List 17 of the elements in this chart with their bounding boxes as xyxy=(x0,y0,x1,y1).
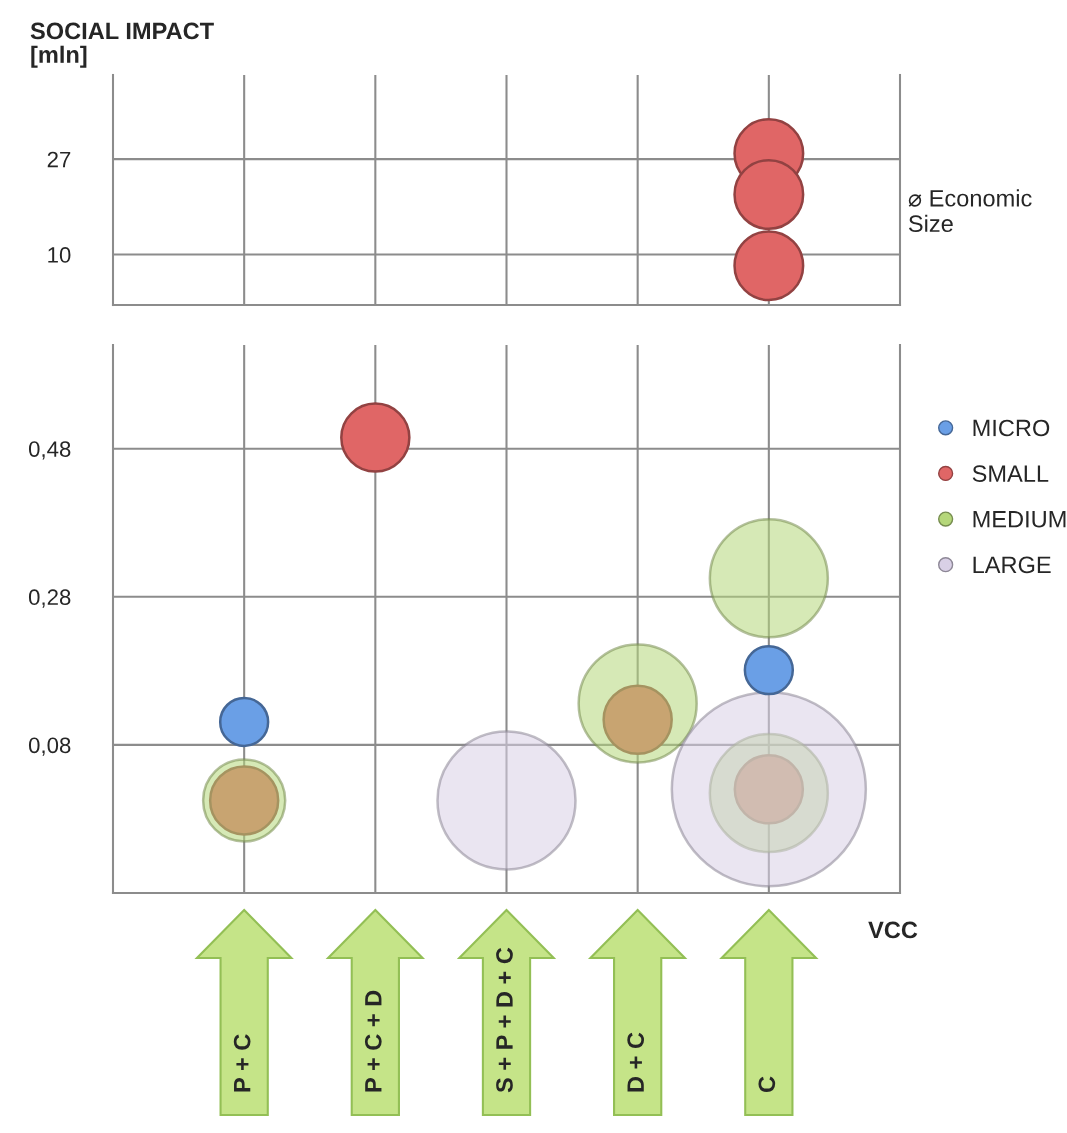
y-tick-label: 27 xyxy=(47,151,71,168)
legend-label: MICRO xyxy=(973,419,1050,437)
legend-label: MEDIUM xyxy=(973,511,1066,528)
x-tick-label: P + C + D xyxy=(364,990,382,1092)
y-tick-label: 10 xyxy=(48,247,71,263)
x-tick-label: D + C xyxy=(627,1032,644,1092)
x-tick-label: C xyxy=(758,1076,776,1093)
text: ⌀ Economic Size xyxy=(908,189,1032,233)
x-axis-title: VCC xyxy=(868,921,918,939)
legend-label: SMALL xyxy=(972,465,1049,482)
legend-label: LARGE xyxy=(973,556,1051,574)
x-tick-label: S + P + D + C xyxy=(496,947,513,1093)
x-tick-label: P + C xyxy=(233,1034,251,1092)
y-tick-label: 0,28 xyxy=(28,589,71,608)
y-tick-label: 0,48 xyxy=(28,441,71,460)
y-tick-label: 0,08 xyxy=(28,737,71,756)
y-axis-title: SOCIAL IMPACT [mln] xyxy=(30,22,214,68)
